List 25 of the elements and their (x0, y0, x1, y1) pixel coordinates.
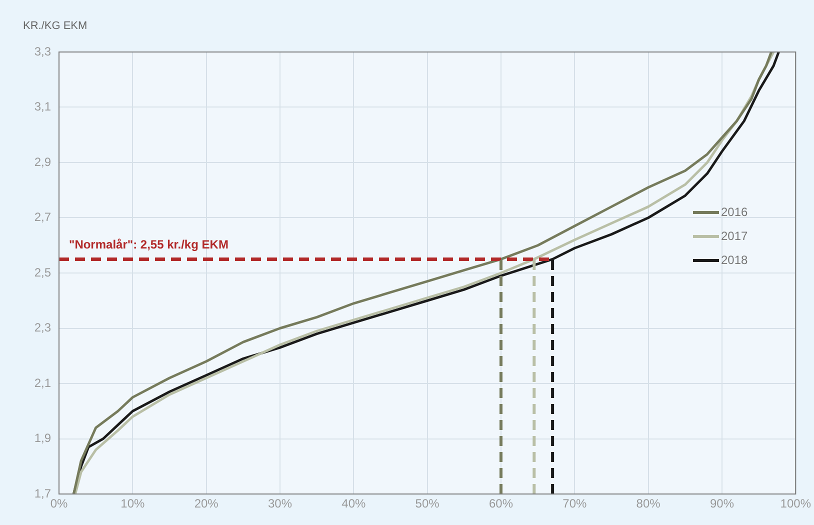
x-tick-label: 20% (194, 496, 219, 511)
x-tick-label: 60% (488, 496, 514, 511)
y-tick-label: 2,9 (34, 154, 52, 169)
y-tick-label: 2,3 (34, 320, 52, 335)
y-tick-label: 3,3 (34, 44, 52, 58)
x-tick-label: 30% (268, 496, 292, 511)
y-tick-label: 2,7 (34, 210, 52, 224)
y-tick-label: 2,5 (34, 265, 52, 280)
y-tick-label: 2,1 (34, 376, 52, 390)
y-tick-label: 3,1 (34, 100, 52, 114)
legend-label: 2016 (721, 205, 748, 219)
y-axis-title: KR./KG EKM (23, 20, 88, 32)
x-tick-label: 80% (636, 496, 661, 511)
x-tick-label: 0% (50, 496, 68, 511)
y-tick-label: 1,9 (34, 431, 52, 446)
x-tick-label: 90% (710, 496, 734, 511)
x-tick-label: 10% (120, 496, 145, 511)
x-tick-label: 50% (415, 496, 440, 511)
x-tick-label: 40% (342, 496, 366, 511)
legend-label: 2018 (721, 253, 748, 267)
x-tick-label: 100% (780, 496, 812, 511)
legend-label: 2017 (721, 229, 748, 243)
ref-line-label: "Normalår": 2,55 kr./kg EKM (69, 238, 228, 252)
y-tick-label: 1,7 (34, 486, 52, 500)
x-tick-label: 70% (562, 496, 587, 511)
